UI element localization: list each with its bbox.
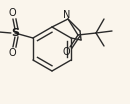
Text: O: O [8,8,16,18]
Text: O: O [8,48,16,58]
Text: S: S [11,28,19,38]
Text: N: N [63,10,71,20]
Text: O: O [62,47,70,57]
